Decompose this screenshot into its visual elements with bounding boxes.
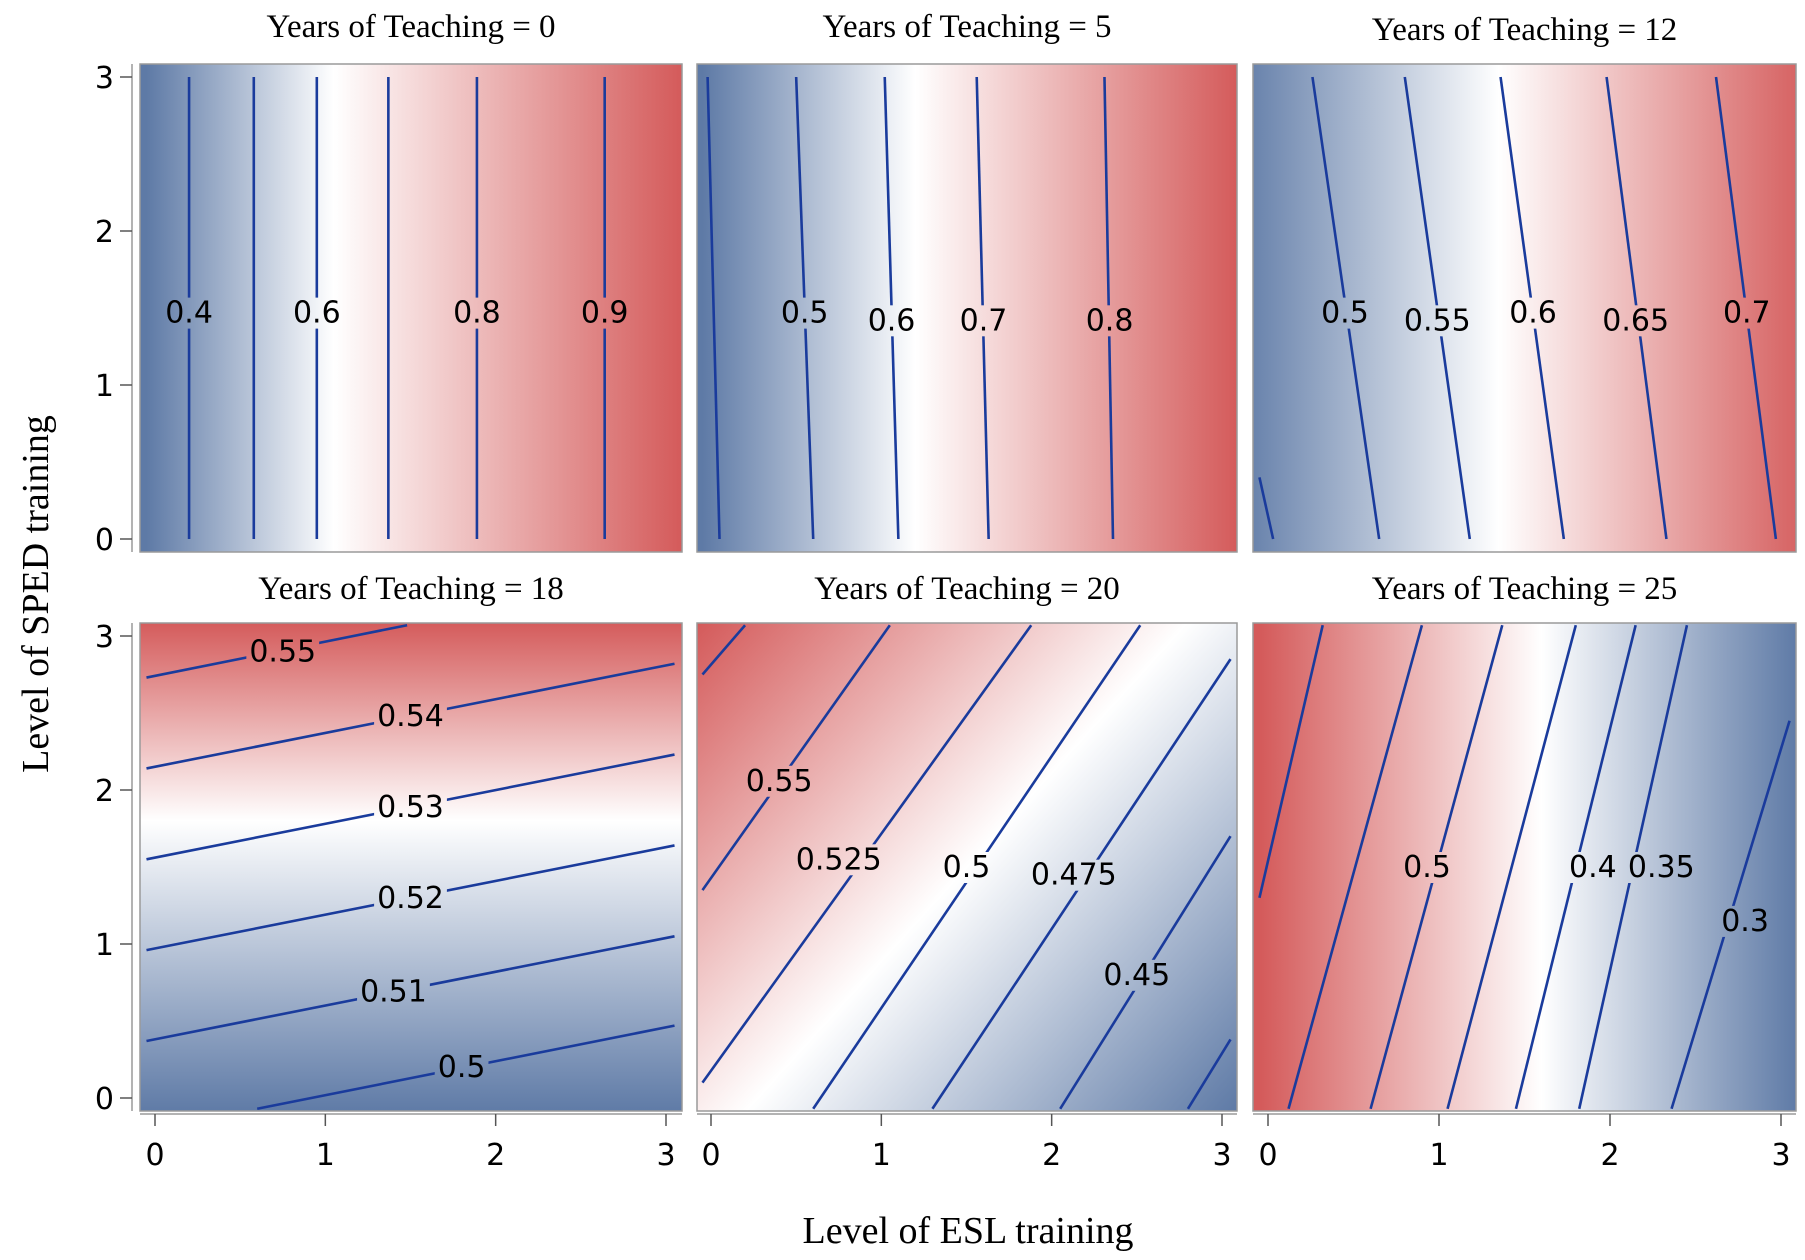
contour-label-0-525: 0.525 [796, 842, 882, 877]
y-tick-label: 0 [95, 523, 114, 558]
y-tick-label: 3 [95, 61, 114, 96]
contour-label-0-6: 0.6 [293, 296, 341, 331]
contour-line-0-425 [1186, 1038, 1232, 1110]
panel-3: 0.5 0.55 0.6 0.65 0.7 Years of Teaching = 12 [1252, 12, 1797, 553]
contour-label-0-35: 0.35 [1628, 850, 1695, 885]
panel-title: Years of Teaching = 20 [814, 571, 1120, 607]
x-tick-label: 2 [1042, 1138, 1061, 1173]
contour-line-0-6 [1258, 624, 1324, 899]
panel-frame [1252, 622, 1797, 1112]
y-tick-label: 1 [95, 369, 114, 404]
x-axis-label: Level of ESL training [803, 1210, 1134, 1252]
panel-title: Years of Teaching = 12 [1372, 12, 1678, 48]
contour-label-0-54: 0.54 [377, 699, 444, 734]
contour-label-0-55: 0.55 [746, 764, 813, 799]
contour-label-0-7: 0.7 [1723, 296, 1771, 331]
contour-label-0-5: 0.5 [781, 296, 829, 331]
contour-label-0-53: 0.53 [377, 790, 444, 825]
y-axis-label: Level of SPED training [15, 415, 57, 773]
x-tick-label: 0 [701, 1138, 720, 1173]
x-tick-label: 1 [1429, 1138, 1448, 1173]
contour-label-0-8: 0.8 [453, 296, 501, 331]
panel-frame [1252, 63, 1797, 553]
y-tick-label: 0 [95, 1082, 114, 1117]
x-tick-label: 0 [145, 1138, 164, 1173]
x-tick-label: 2 [1600, 1138, 1619, 1173]
panel-frame [139, 622, 683, 1112]
x-tick-label: 3 [1212, 1138, 1231, 1173]
contour-label-0-45: 0.45 [1103, 958, 1170, 993]
heatmap-background [140, 623, 682, 1111]
contour-label-0-6: 0.6 [868, 303, 916, 338]
contour-line-0-45 [1258, 477, 1275, 540]
contour-line-0-55 [1287, 624, 1424, 1110]
contour-label-0-52: 0.52 [377, 881, 444, 916]
contour-label-0-8: 0.8 [1086, 303, 1134, 338]
contour-line-0-575 [701, 624, 747, 676]
contour-label-0-475: 0.475 [1031, 858, 1117, 893]
contour-line-0-55 [701, 624, 891, 891]
x-tick-label: 3 [1771, 1138, 1790, 1173]
contour-label-0-4: 0.4 [165, 296, 213, 331]
panel-frame [139, 63, 683, 553]
panel-5: 0.55 0.525 0.5 0.475 0.45 Years of Teaching =… [696, 571, 1238, 1173]
contour-label-0-5: 0.5 [943, 850, 991, 885]
x-tick-label: 2 [486, 1138, 505, 1173]
panel-title: Years of Teaching = 0 [266, 9, 555, 45]
contour-label-0-5: 0.5 [1403, 850, 1451, 885]
contour-label-0-55: 0.55 [1404, 303, 1471, 338]
panel-1: 0.4 0.6 0.8 0.9 Years of Teaching = 0 0 1 2 3 [95, 9, 683, 558]
contour-label-0-51: 0.51 [360, 975, 427, 1010]
x-tick-label: 1 [316, 1138, 335, 1173]
x-tick-label: 0 [1258, 1138, 1277, 1173]
panel-title: Years of Teaching = 5 [822, 9, 1111, 45]
y-tick-label: 3 [95, 620, 114, 655]
panel-4: 0.5 0.51 0.52 0.53 0.54 0.55 Years of Teaching… [95, 571, 683, 1173]
contour-line-0-45 [1446, 624, 1578, 1110]
panel-6: 0.5 0.4 0.35 0.3 Years of Teaching = 25 0 1 2 3 [1252, 571, 1797, 1173]
contour-label-0-65: 0.65 [1602, 303, 1669, 338]
panel-2: 0.5 0.6 0.7 0.8 Years of Teaching = 5 [696, 9, 1238, 553]
contour-label-0-5: 0.5 [438, 1050, 486, 1085]
contour-label-0-6: 0.6 [1509, 296, 1557, 331]
contour-label-0-3: 0.3 [1721, 904, 1769, 939]
y-tick-label: 1 [95, 928, 114, 963]
panel-title: Years of Teaching = 25 [1372, 571, 1678, 607]
contour-label-0-9: 0.9 [581, 296, 629, 331]
y-tick-label: 2 [95, 215, 114, 250]
contour-label-0-7: 0.7 [960, 303, 1008, 338]
panel-frame [696, 622, 1238, 1112]
contour-label-0-4: 0.4 [1569, 850, 1617, 885]
x-tick-label: 1 [872, 1138, 891, 1173]
y-tick-label: 2 [95, 774, 114, 809]
contour-line-0-4 [706, 76, 721, 540]
heatmap-background [1253, 623, 1796, 1111]
contour-label-0-5: 0.5 [1321, 296, 1369, 331]
panel-title: Years of Teaching = 18 [258, 571, 564, 607]
contour-label-0-55: 0.55 [249, 634, 316, 669]
panel-frame [696, 63, 1238, 553]
x-tick-label: 3 [656, 1138, 675, 1173]
